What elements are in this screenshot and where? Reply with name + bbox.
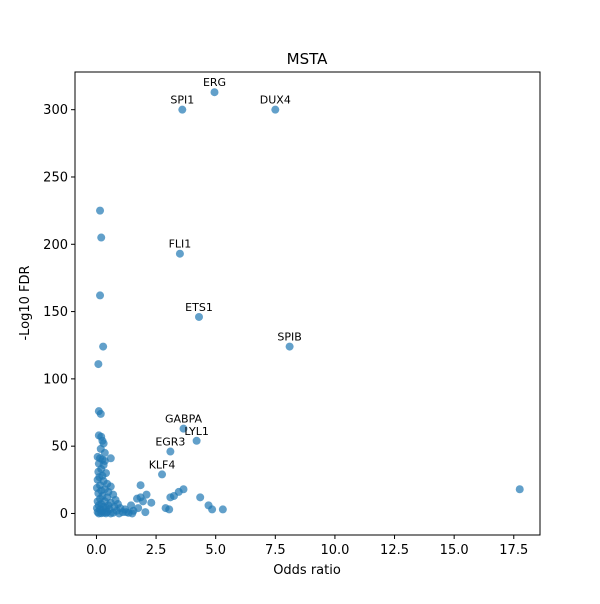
- data-point: [218, 505, 227, 514]
- point-label: EGR3: [155, 436, 185, 449]
- data-point: [115, 509, 124, 518]
- points-layer: [92, 88, 524, 518]
- data-point: [179, 485, 188, 494]
- y-axis-ticks: 0 50 100 150 200 250 300: [43, 103, 75, 522]
- data-point: [102, 509, 110, 518]
- x-axis-label: Odds ratio: [273, 563, 341, 578]
- data-point: [165, 505, 174, 514]
- y-axis-label: -Log10 FDR: [18, 265, 33, 340]
- plot-frame: [74, 71, 541, 536]
- point-label: LYL1: [184, 425, 209, 438]
- point-label: KLF4: [149, 458, 176, 471]
- data-point: [195, 312, 203, 321]
- point-label: FLI1: [169, 238, 192, 251]
- data-point: [166, 447, 175, 456]
- y-tick-label: 100: [43, 372, 68, 387]
- data-point: [142, 490, 151, 499]
- y-tick-label: 50: [51, 440, 68, 455]
- data-point: [136, 481, 145, 490]
- chart-title: MSTA: [287, 50, 328, 68]
- data-point: [208, 505, 217, 514]
- data-point: [158, 470, 167, 479]
- y-tick-label: 250: [43, 170, 68, 185]
- data-point: [175, 249, 184, 258]
- data-point: [96, 409, 105, 418]
- x-tick-label: 17.5: [499, 543, 528, 558]
- x-tick-label: 5.0: [205, 543, 226, 558]
- data-point: [178, 105, 187, 114]
- x-tick-label: 10.0: [320, 543, 349, 558]
- point-label: SPIB: [277, 331, 301, 344]
- y-tick-label: 0: [60, 507, 68, 522]
- point-label: DUX4: [260, 94, 291, 107]
- y-tick-label: 150: [43, 305, 68, 320]
- data-point: [515, 485, 524, 494]
- data-point: [138, 497, 147, 506]
- x-tick-label: 2.5: [146, 543, 167, 558]
- y-tick-label: 200: [43, 238, 68, 253]
- data-point: [147, 498, 156, 507]
- point-label: ETS1: [185, 301, 213, 314]
- data-point: [192, 436, 201, 445]
- x-tick-label: 15.0: [440, 543, 469, 558]
- point-label: GABPA: [165, 413, 203, 426]
- x-tick-label: 0.0: [86, 543, 107, 558]
- data-point: [179, 424, 188, 433]
- data-point: [106, 454, 115, 463]
- data-point: [97, 233, 106, 242]
- data-point: [271, 105, 280, 114]
- data-point: [96, 206, 105, 215]
- data-point: [141, 508, 150, 517]
- x-tick-label: 7.5: [265, 543, 286, 558]
- y-tick-label: 300: [43, 103, 68, 118]
- data-point: [96, 291, 105, 300]
- data-point: [196, 493, 205, 502]
- point-label: ERG: [203, 76, 226, 89]
- x-axis-ticks: 0.0 2.5 5.0 7.5 10.0 12.5 15.0 17.5: [86, 535, 528, 558]
- data-point: [100, 448, 109, 457]
- data-point: [99, 342, 108, 351]
- data-point: [134, 504, 143, 513]
- x-tick-label: 12.5: [380, 543, 409, 558]
- data-point: [94, 360, 103, 369]
- data-point: [122, 508, 131, 517]
- point-label: SPI1: [170, 94, 194, 107]
- data-point: [285, 342, 294, 351]
- data-point: [210, 88, 219, 97]
